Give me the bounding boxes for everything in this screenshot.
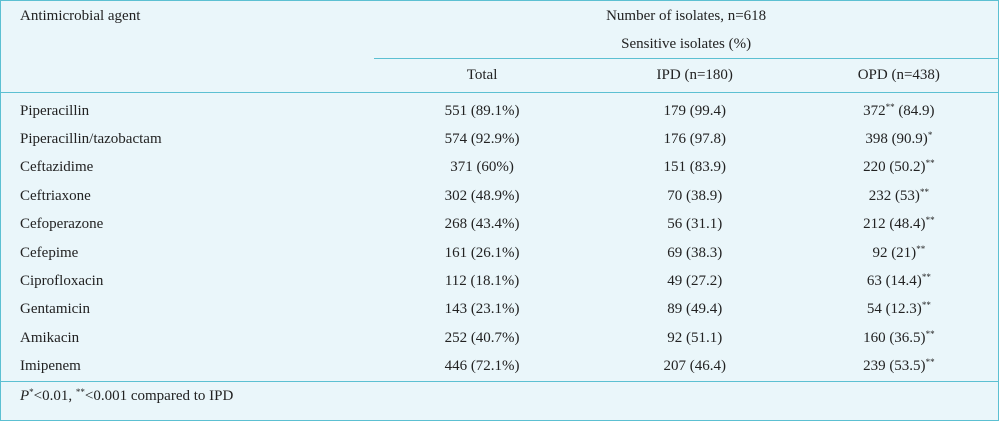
agent-cell: Imipenem [20,358,81,375]
ipd-cell: 176 (97.8) [663,131,726,148]
table-row: Cefepime 161 (26.1%) 69 (38.3) 92 (21)** [1,239,998,267]
agent-cell: Cefoperazone [20,216,104,233]
total-cell: 161 (26.1%) [444,244,520,261]
ipd-cell: 89 (49.4) [667,301,723,318]
ipd-cell: 179 (99.4) [663,102,726,119]
agent-cell: Ceftriaxone [20,187,91,204]
opd-cell: 372** (84.9) [800,93,998,126]
ipd-cell: 70 (38.9) [667,187,723,204]
opd-cell: 160 (36.5)** [800,324,998,352]
significance-mark: ** [885,101,895,112]
table-row: Cefoperazone 268 (43.4%) 56 (31.1) 212 (48.… [1,211,998,239]
footnote-mark-1: * [29,386,34,397]
opd-value: 92 (21) [872,244,917,261]
header-row-title: Antimicrobial agent Number of isolates, … [1,1,998,31]
total-cell: 574 (92.9%) [444,131,520,148]
significance-mark: ** [925,357,935,368]
significance-mark: ** [925,158,935,169]
ipd-cell: 69 (38.3) [667,244,723,261]
opd-value: 239 (53.5) [863,358,926,375]
agent-cell: Piperacillin [20,102,90,119]
column-header-ipd: IPD (n=180) [589,58,800,93]
significance-mark: * [927,130,933,141]
footnote-mark-2: ** [75,386,85,397]
significance-mark: ** [925,215,935,226]
significance-mark: ** [921,272,931,283]
opd-value: 220 (50.2) [863,159,926,176]
footnote-p: P [20,387,30,404]
opd-value: 398 (90.9) [865,131,928,148]
agent-cell: Gentamicin [20,301,90,318]
agent-cell: Ciprofloxacin [20,273,104,290]
column-header-total: Total [374,58,590,93]
ipd-cell: 151 (83.9) [663,159,726,176]
agent-cell: Amikacin [20,329,80,346]
total-cell: 302 (48.9%) [444,187,520,204]
table-row: Ceftazidime 371 (60%) 151 (83.9) 220 (50.2)… [1,154,998,182]
ipd-cell: 49 (27.2) [667,273,723,290]
header-number-of-isolates: Number of isolates, n=618 [606,7,767,24]
footnote-text-2: <0.001 compared to IPD [84,387,234,404]
column-header-opd: OPD (n=438) [799,58,998,93]
significance-mark: ** [921,300,931,311]
ipd-cell: 207 (46.4) [663,358,726,375]
total-cell: 143 (23.1%) [444,301,520,318]
opd-value: 160 (36.5) [863,329,926,346]
footnote: P*<0.01, **<0.001 compared to IPD [1,380,998,411]
opd-value: 232 (53) [868,187,920,204]
table-row: Ceftriaxone 302 (48.9%) 70 (38.9) 232 (53)*… [1,182,998,210]
significance-mark: ** [919,186,929,197]
header-row-columns: Total IPD (n=180) OPD (n=438) [1,58,998,93]
total-cell: 371 (60%) [450,159,514,176]
header-sensitive-isolates: Sensitive isolates (%) [621,36,752,52]
header-row-sub: Sensitive isolates (%) [1,31,998,59]
total-cell: 446 (72.1%) [444,358,520,375]
significance-mark: ** [916,243,926,254]
total-cell: 551 (89.1%) [444,102,520,119]
table-row: Piperacillin 551 (89.1%) 179 (99.4) 372** (… [1,93,998,126]
opd-cell: 54 (12.3)** [800,296,998,324]
table-row: Piperacillin/tazobactam 574 (92.9%) 176 (9… [1,125,998,153]
opd-cell: 398 (90.9)* [800,125,998,153]
ipd-cell: 92 (51.1) [667,329,723,346]
opd-cell: 220 (50.2)** [800,154,998,182]
table-row: Amikacin 252 (40.7%) 92 (51.1) 160 (36.5)** [1,324,998,352]
opd-value: 212 (48.4) [863,216,926,233]
opd-value-suffix: (84.9) [894,102,935,119]
opd-value: 372 [863,102,886,119]
footnote-row: P*<0.01, **<0.001 compared to IPD [1,380,998,411]
total-cell: 252 (40.7%) [444,329,520,346]
opd-cell: 232 (53)** [800,182,998,210]
opd-value: 63 (14.4) [866,273,922,290]
header-antimicrobial-agent: Antimicrobial agent [20,8,141,24]
table-row: Gentamicin 143 (23.1%) 89 (49.4) 54 (12.3)*… [1,296,998,324]
opd-cell: 212 (48.4)** [800,211,998,239]
antimicrobial-sensitivity-table: Antimicrobial agent Number of isolates, … [1,1,998,411]
footnote-text-1: <0.01, [33,387,76,404]
total-cell: 112 (18.1%) [444,273,520,290]
opd-cell: 239 (53.5)** [800,353,998,382]
agent-cell: Ceftazidime [20,159,94,176]
total-cell: 268 (43.4%) [444,216,520,233]
table-body: Piperacillin 551 (89.1%) 179 (99.4) 372** (… [1,93,998,382]
ipd-cell: 56 (31.1) [667,216,723,233]
table-row: Ciprofloxacin 112 (18.1%) 49 (27.2) 63 (14.… [1,267,998,295]
agent-cell: Cefepime [20,244,79,261]
significance-mark: ** [925,328,935,339]
opd-cell: 92 (21)** [800,239,998,267]
agent-cell: Piperacillin/tazobactam [20,131,162,148]
opd-value: 54 (12.3) [866,301,922,318]
table-row: Imipenem 446 (72.1%) 207 (46.4) 239 (53.5)*… [1,353,998,382]
opd-cell: 63 (14.4)** [800,267,998,295]
